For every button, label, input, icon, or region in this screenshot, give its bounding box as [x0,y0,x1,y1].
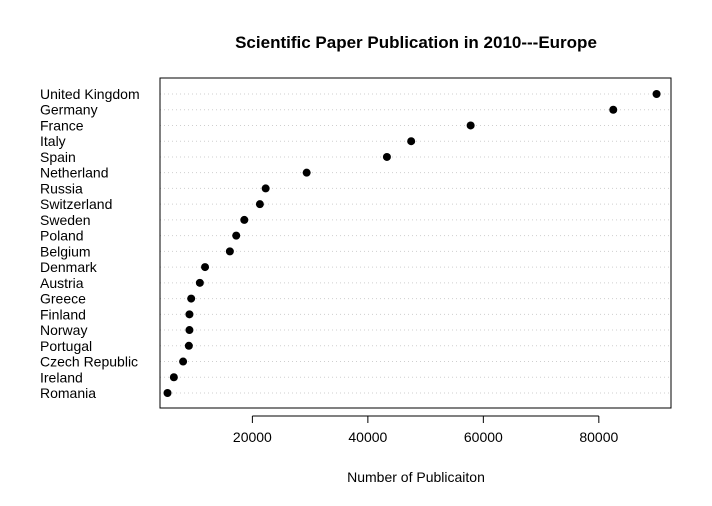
data-point [255,200,264,209]
x-tick-label: 60000 [464,429,503,445]
data-point [652,90,661,98]
data-point [407,137,416,146]
data-point [185,326,194,335]
category-label: Russia [40,180,83,196]
data-point [261,184,270,193]
data-point [195,278,204,287]
chart-title: Scientific Paper Publication in 2010---E… [235,33,597,52]
category-label: Greece [40,291,86,307]
category-label: Italy [40,133,66,149]
category-label: Poland [40,228,84,244]
x-axis: 20000 40000 60000 80000 [233,415,619,445]
plot-frame [159,77,672,409]
data-point [179,357,188,366]
category-label: Ireland [40,369,83,385]
category-label: United Kingdom [40,86,140,102]
category-label: Norway [40,322,87,338]
category-label: Finland [40,306,86,322]
category-label: Sweden [40,212,91,228]
data-point [466,121,475,130]
category-label: Denmark [40,259,98,275]
x-axis-label: Number of Publicaiton [347,469,485,485]
category-label: Czech Republic [40,354,138,370]
category-label: Portugal [40,338,92,354]
data-point [382,152,391,161]
data-point [302,168,311,177]
data-point [184,341,193,350]
category-label: Romania [40,385,96,401]
data-point [232,231,241,240]
x-tick-label: 40000 [348,429,387,445]
category-label: Germany [40,102,98,118]
x-tick-label: 20000 [233,429,272,445]
x-tick-label: 80000 [579,429,618,445]
data-point [169,373,178,382]
category-label: Spain [40,149,76,165]
category-label: France [40,117,84,133]
data-point [201,263,210,272]
category-label: Austria [40,275,84,291]
category-label: Netherland [40,165,109,181]
category-labels: United KingdomGermanyFranceItalySpainNet… [40,86,140,401]
category-label: Switzerland [40,196,112,212]
category-label: Belgium [40,243,91,259]
data-point [225,247,234,256]
data-point [609,105,618,114]
grid-lines [160,93,671,394]
data-point [163,389,172,397]
data-points [163,90,661,397]
data-point [240,215,249,224]
data-point [187,294,196,303]
data-point [185,310,194,319]
